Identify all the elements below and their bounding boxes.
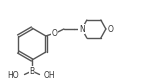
Text: O: O — [108, 25, 114, 34]
Text: B: B — [29, 67, 35, 76]
Text: O: O — [52, 28, 58, 37]
Text: HO: HO — [7, 71, 19, 80]
Text: OH: OH — [44, 71, 56, 80]
Text: N: N — [79, 25, 85, 34]
